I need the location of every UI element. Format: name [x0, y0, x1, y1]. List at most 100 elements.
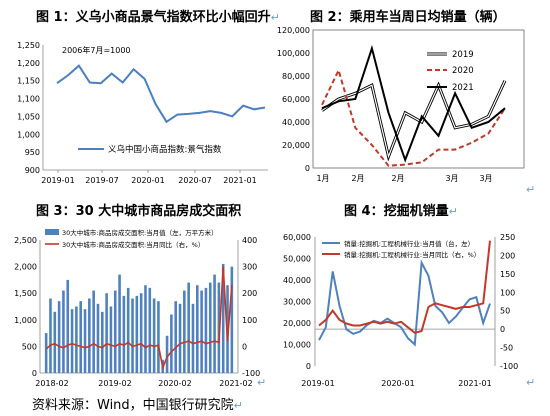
fig3-legend-label: 30大中城市:商品房成交面积:当月同比（右，%） — [62, 240, 204, 249]
fig1-series-line — [56, 64, 266, 124]
fig4-y-right-tick-label: -100 — [500, 362, 518, 371]
source-text: 资料来源：Wind，中国银行研究院 — [32, 398, 234, 413]
fig3-bar — [170, 314, 173, 373]
fig4-y-right-tick-label: 150 — [500, 270, 515, 279]
fig4-y-right-tick-label: -50 — [500, 344, 513, 353]
fig1-title-text: 图 1：义乌小商品景气指数环比小幅回升 — [36, 10, 271, 25]
fig4-legend-label: 销量:挖掘机:工程机械行业:当月值（台，左） — [344, 239, 474, 248]
fig3-x-tick-label: 2021-02 — [219, 379, 252, 388]
fig2-y-tick-label: 80,000 — [282, 72, 310, 81]
fig3-bar — [75, 306, 78, 373]
fig3-title: 图 3：30 大中城市商品房成交面积 — [36, 200, 241, 219]
fig2-title-text: 图 2：乘用车当周日均销量（辆） — [310, 10, 506, 25]
return-mark: ↵ — [526, 376, 536, 389]
fig3-bar — [44, 333, 48, 373]
fig2-series-line — [321, 67, 506, 167]
fig1-x-tick-label: 2020-01 — [131, 176, 164, 185]
fig2-y-tick-label: 20,000 — [282, 141, 310, 150]
fig3-bar — [122, 295, 126, 373]
fig1-legend-label: 义乌中国小商品指数:景气指数 — [108, 144, 222, 155]
fig2-legend-label: 2020 — [452, 66, 474, 76]
return-mark: ↵ — [270, 11, 280, 24]
fig1-y-tick-label: 1,100 — [17, 95, 40, 104]
source-note: 资料来源：Wind，中国银行研究院↵ — [32, 394, 243, 413]
fig3-bar — [213, 274, 216, 373]
fig4-y-left-tick-label: 40,000 — [283, 276, 311, 285]
fig3-x-tick-label: 2019-02 — [98, 379, 131, 388]
fig1-y-tick-label: 950 — [25, 148, 40, 157]
fig2-x-tick-label: 2月 — [391, 174, 404, 183]
fig3-bar — [96, 303, 100, 373]
fig4-series-line — [318, 259, 491, 347]
fig2-title: 图 2：乘用车当周日均销量（辆） — [310, 6, 506, 25]
fig2-series-line-inner — [321, 80, 506, 159]
fig3-bar — [152, 298, 156, 373]
fig1-y-tick-label: 900 — [25, 166, 40, 175]
fig3-bar — [157, 301, 160, 373]
fig3-legend-label: 30大中城市:商品房成交面积:当月值（左，万平方米） — [62, 228, 218, 237]
fig3-bar — [183, 290, 186, 373]
fig3-y-right-tick-label: 300 — [242, 263, 257, 272]
fig2-x-tick-label: 2月 — [351, 174, 364, 183]
fig3-y-left-tick-label: 2,500 — [14, 236, 37, 245]
fig4-y-left-tick-label: 50,000 — [283, 255, 311, 264]
fig1-x-tick-label: 2021-01 — [223, 176, 256, 185]
fig4-series-line — [318, 240, 491, 334]
fig4-x-tick-label: 2019-01 — [301, 379, 334, 388]
fig3-bar — [101, 311, 104, 373]
fig1-x-tick-label: 2020-07 — [178, 176, 211, 185]
fig3-bar — [109, 306, 113, 373]
fig2-y-tick-label: 0 — [305, 164, 310, 173]
fig3-y-right-tick-label: -100 — [242, 369, 260, 378]
fig4-x-tick-label: 2020-01 — [381, 379, 414, 388]
fig4-y-right-tick-label: 100 — [500, 288, 515, 297]
fig1-title: 图 1：义乌小商品景气指数环比小幅回升↵ — [36, 6, 280, 25]
fig3-bar — [187, 282, 190, 373]
fig1-y-tick-label: 1,000 — [17, 130, 40, 139]
fig3-y-left-tick-label: 1,500 — [14, 289, 37, 298]
fig3-bar — [144, 285, 147, 373]
fig2-series-line — [321, 79, 507, 162]
fig4-y-left-tick-label: 10,000 — [283, 341, 311, 350]
fig4-title-text: 图 4：挖掘机销量 — [344, 204, 449, 219]
fig3-bar — [204, 287, 208, 373]
fig4-y-right-tick-label: 250 — [500, 233, 515, 242]
fig3-y-left-tick-label: 1,000 — [14, 316, 37, 325]
fig3-bar — [178, 303, 182, 373]
fig3-bar — [165, 335, 169, 373]
fig3-x-tick-label: 2020-02 — [158, 379, 191, 388]
fig3-y-right-tick-label: 0 — [242, 342, 247, 351]
fig3-x-tick-label: 2018-02 — [35, 379, 68, 388]
fig1-y-tick-label: 1,250 — [17, 41, 40, 50]
fig3-bar — [62, 290, 65, 373]
fig3-y-right-tick-label: 100 — [242, 316, 257, 325]
fig4-y-right-tick-label: 0 — [500, 325, 505, 334]
fig1-x-tick-label: 2019-01 — [41, 176, 74, 185]
fig3-y-left-tick-label: 0 — [32, 369, 37, 378]
fig4-y-left-tick-label: 0 — [306, 362, 311, 371]
fig1-x-tick-label: 2019-07 — [85, 176, 118, 185]
fig3-bar — [217, 282, 221, 373]
fig3-bar — [191, 303, 195, 373]
fig3-bar — [49, 298, 52, 373]
fig3-bar — [230, 266, 234, 373]
fig2-x-tick-label: 1月 — [316, 174, 329, 183]
fig3-yoy-line — [45, 266, 233, 371]
fig3-bar — [174, 301, 177, 373]
fig1-annotation: 2006年7月=1000 — [62, 45, 131, 55]
fig3-bar — [113, 290, 117, 373]
fig2-y-tick-label: 120,000 — [277, 26, 310, 35]
return-mark: ↵ — [526, 183, 536, 196]
fig3-bar — [57, 301, 61, 373]
fig3-bar — [88, 298, 91, 373]
fig2-legend-label: 2021 — [452, 83, 474, 93]
fig3-bar — [148, 287, 152, 373]
fig3-bar — [83, 309, 87, 373]
fig3-y-right-tick-label: 200 — [242, 289, 257, 298]
fig2-y-tick-label: 100,000 — [277, 49, 310, 58]
fig3-bar — [118, 274, 121, 373]
fig3-legend-swatch — [45, 229, 59, 235]
fig3-bar — [126, 287, 130, 373]
fig4-y-left-tick-label: 60,000 — [283, 233, 311, 242]
fig1-y-tick-label: 1,150 — [17, 77, 40, 86]
